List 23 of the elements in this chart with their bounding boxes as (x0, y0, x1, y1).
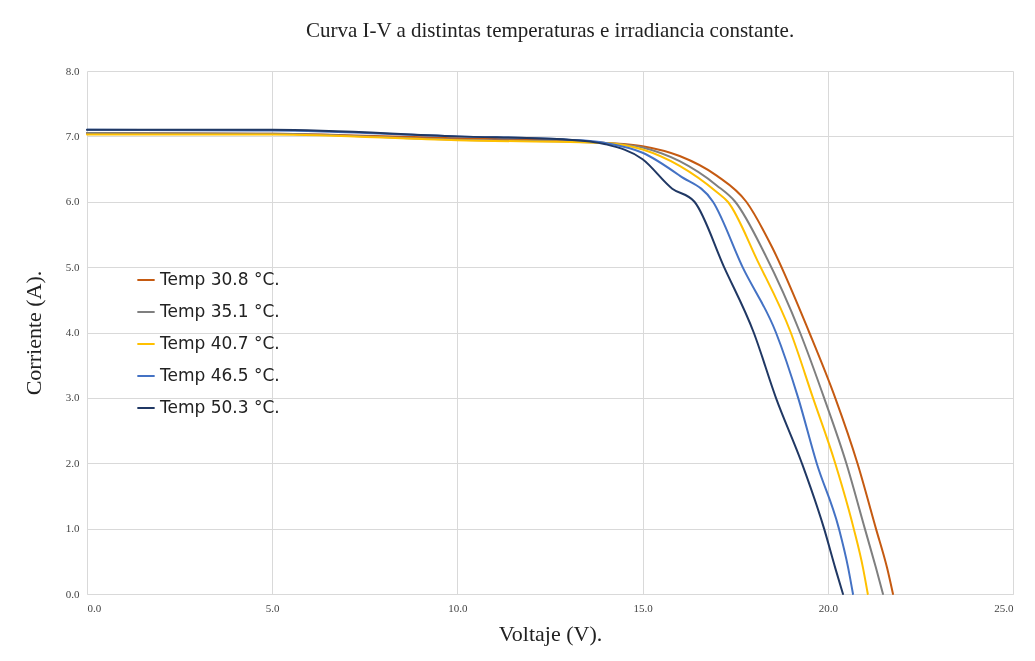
x-tick-label: 25.0 (994, 601, 1014, 614)
legend-label: Temp 35.1 °C. (159, 301, 280, 321)
y-tick-label: 6.0 (65, 195, 80, 208)
legend-label: Temp 46.5 °C. (159, 365, 280, 385)
x-tick-label: 5.0 (265, 601, 281, 614)
legend-label: Temp 30.8 °C. (159, 269, 280, 289)
x-tick-label: 20.0 (818, 601, 839, 614)
y-tick-label: 3.0 (65, 391, 80, 404)
x-tick-label: 10.0 (448, 601, 469, 614)
y-tick-label: 5.0 (65, 260, 80, 273)
y-tick-label: 0.0 (65, 587, 80, 600)
x-tick-label: 0.0 (87, 601, 102, 614)
y-tick-label: 4.0 (65, 326, 80, 338)
x-axis-title: Voltaje (V). (498, 620, 603, 646)
y-tick-label: 7.0 (65, 129, 80, 142)
chart-title: Curva I-V a distintas temperaturas e irradiancia constante. (305, 18, 795, 42)
legend-label: Temp 50.3 °C. (159, 397, 280, 417)
y-axis-title: Corriente (A). (20, 270, 46, 396)
y-tick-label: 1.0 (65, 522, 80, 535)
legend-label: Temp 40.7 °C. (159, 333, 280, 353)
x-tick-label: 15.0 (633, 601, 654, 614)
y-tick-label: 8.0 (65, 64, 80, 77)
y-tick-label: 2.0 (65, 456, 80, 469)
